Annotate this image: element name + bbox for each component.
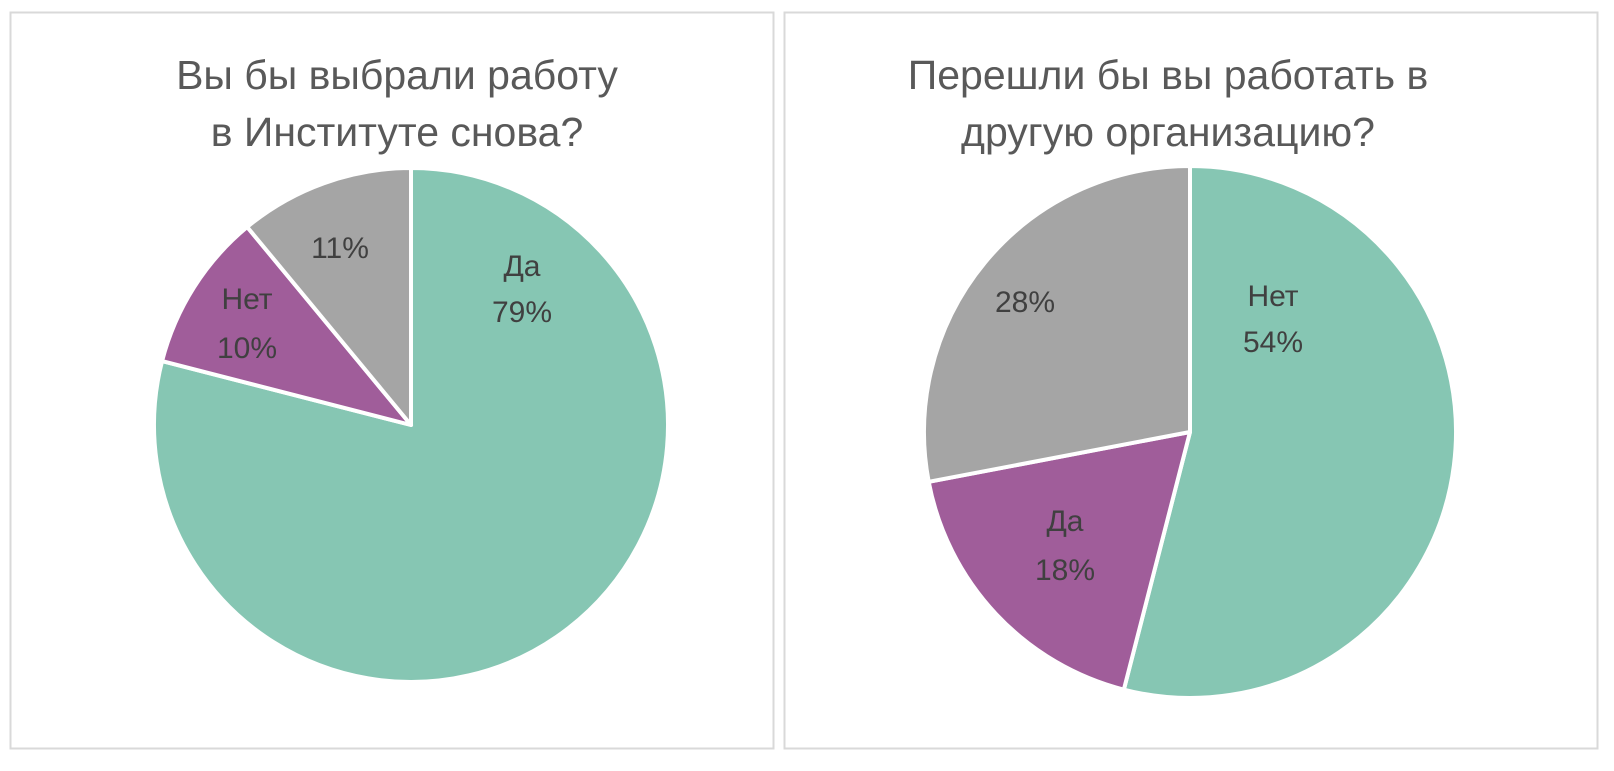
chart-1-title-line-2: в Институте снова? — [211, 109, 584, 155]
pie-2-label-da-value: 18% — [1035, 554, 1095, 587]
pie-1-slice-other — [245, 166, 413, 427]
pie-1 — [152, 166, 670, 684]
pie-1-label-other-value: 11% — [311, 232, 369, 265]
pie-2-label-da-category: Да — [1046, 505, 1083, 538]
pie-1-slice-Да — [152, 166, 670, 684]
pie-1-label-net-value: 10% — [217, 332, 277, 365]
pie-2 — [922, 164, 1459, 700]
pie-1-label-da-value: 79% — [492, 296, 552, 329]
chart-1-title-line-1: Вы бы выбрали работу — [176, 52, 618, 98]
chart-2-title-line-1: Перешли бы вы работать в — [908, 52, 1429, 98]
pie-2-slice-Да — [926, 430, 1192, 692]
pie-1-slice-Нет — [160, 224, 413, 427]
pie-2-slice-Нет — [1121, 164, 1459, 700]
pie-2-label-other-value: 28% — [995, 286, 1055, 319]
pie-2-label-net-category: Нет — [1247, 280, 1298, 313]
pie-1-label-da-category: Да — [503, 250, 540, 283]
chart-2-title-line-2: другую организацию? — [961, 109, 1375, 155]
pie-1-label-net-category: Нет — [221, 283, 272, 316]
pie-2-slice-other — [922, 164, 1192, 484]
pie-2-label-net-value: 54% — [1243, 326, 1303, 359]
